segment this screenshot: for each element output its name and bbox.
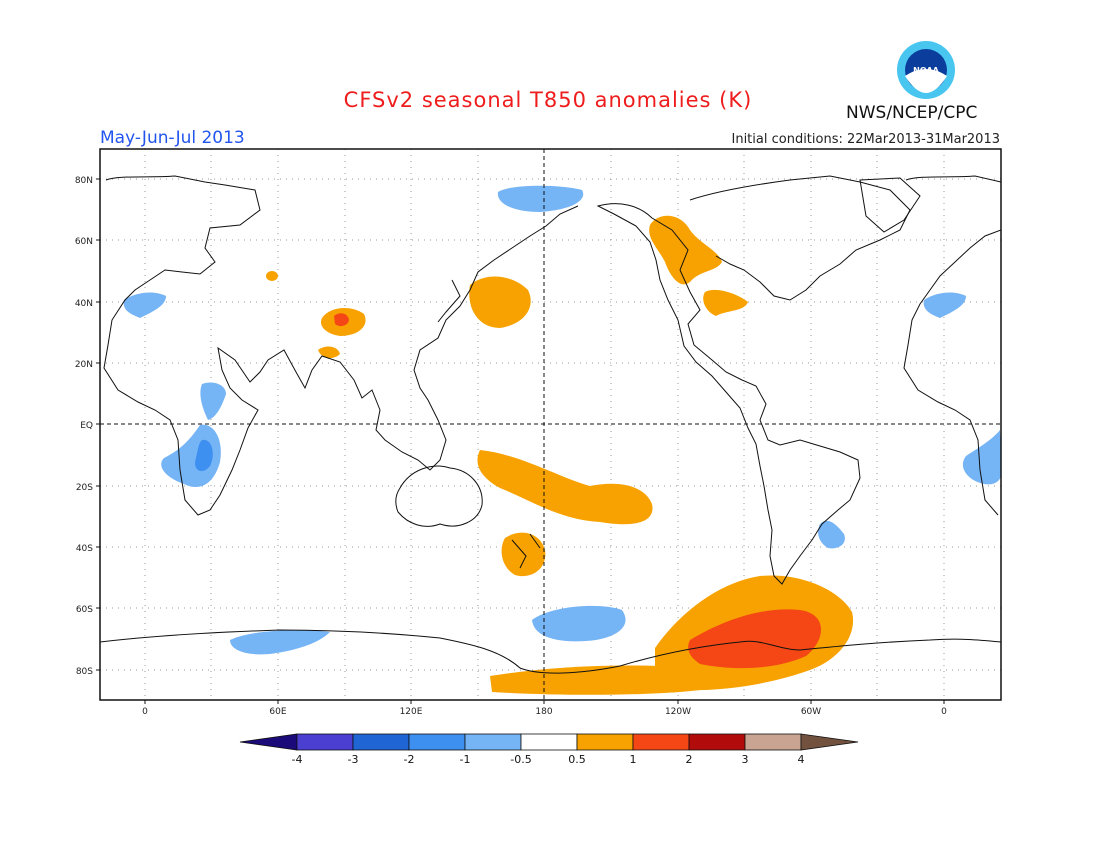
southern-africa-cold-wrap [962,430,1001,485]
lon-tick-labels: 0 60E 120E 180 120W 60W 0 [142,700,947,717]
central-us-warm [703,289,748,316]
initial-conditions-label: Initial conditions: 22Mar2013-31Mar2013 [731,132,1001,147]
colorbar-label: 4 [798,753,805,766]
east-antarctica-cold [230,630,330,655]
colorbar [239,733,859,751]
india-warm [318,346,340,359]
antarctic-peninsula-strong-warm [688,609,822,669]
colorbar-labels: -4 -3 -2 -1 -0.5 0.5 1 2 3 4 [292,753,805,766]
europe-wrap-coast [903,175,1001,516]
southern-africa-cold-core [195,439,213,472]
north-pacific-warm [469,276,531,328]
coastlines [100,175,1001,674]
colorbar-label: 2 [686,753,693,766]
south-atlantic-cold [818,520,845,549]
noaa-logo: NOAA [897,41,955,99]
colorbar-swatch-1-05 [464,733,522,751]
lon-tick-60e: 60E [269,707,286,717]
colorbar-swatch-2-1 [408,733,466,751]
lat-gridlines [100,178,1001,671]
east-africa-cold [200,382,226,420]
warm-anomalies [266,215,854,695]
antarctica-coast [100,629,1001,674]
lat-tick-60s: 60S [76,605,93,615]
lat-tick-labels: 80N 60N 40N 20N EQ 20S 40S 60S 80S [75,176,100,677]
lat-tick-eq: EQ [80,421,93,431]
colorbar-label: -4 [292,753,303,766]
lon-tick-180: 180 [535,707,552,717]
alaska-canada-warm [649,215,722,285]
south-pacific-warm-band [477,450,653,525]
season-label: May-Jun-Jul 2013 [100,128,245,148]
southern-ocean-cold [532,605,626,642]
colorbar-label: 3 [742,753,749,766]
chart-title: CFSv2 seasonal T850 anomalies (K) [343,88,753,112]
new-zealand-coast [511,533,541,569]
new-zealand-warm [501,532,546,577]
lon-tick-60w: 60W [801,707,821,717]
lat-tick-40s: 40S [76,544,93,554]
cold-anomalies [123,185,1001,655]
central-asia-warm [266,271,278,281]
lat-tick-80n: 80N [75,176,93,186]
colorbar-swatch-1-2 [632,733,690,751]
noaa-logo-text: NOAA [913,66,939,75]
colorbar-swatch-2-3 [688,733,746,751]
colorbar-label: -1 [460,753,471,766]
lon-tick-120e: 120E [400,707,423,717]
lat-tick-20n: 20N [75,360,93,370]
tibet-strong-warm [334,313,349,327]
lon-tick-0-east: 0 [941,707,947,717]
americas-coast [596,203,861,585]
colorbar-swatch-above-4 [800,733,859,751]
africa-europe-coast [103,175,579,516]
colorbar-swatch-3-4 [744,733,802,751]
lon-tick-120w: 120W [665,707,691,717]
colorbar-label: -0.5 [510,753,531,766]
lat-tick-20s: 20S [76,483,93,493]
north-america-arctic-coast [689,175,911,301]
colorbar-label: -3 [348,753,359,766]
map-content [100,149,1001,700]
colorbar-label: 0.5 [568,753,586,766]
agency-label: NWS/NCEP/CPC [846,103,978,123]
lon-tick-0: 0 [142,707,148,717]
colorbar-swatch-neutral [520,733,578,751]
lat-tick-60n: 60N [75,237,93,247]
colorbar-label: -2 [404,753,415,766]
colorbar-swatch-05-1 [576,733,634,751]
lat-tick-40n: 40N [75,299,93,309]
mediterranean-cold [123,292,166,318]
greenland-coast [859,177,921,233]
colorbar-swatch-4-3 [296,733,354,751]
lat-tick-80s: 80S [76,667,93,677]
colorbar-label: 1 [630,753,637,766]
arctic-cold [497,185,584,212]
japan-coast [437,279,461,323]
colorbar-swatch-below-4 [239,733,298,751]
mediterranean-cold-wrap [923,292,966,318]
colorbar-swatch-3-2 [352,733,410,751]
australia-coast [395,465,483,527]
